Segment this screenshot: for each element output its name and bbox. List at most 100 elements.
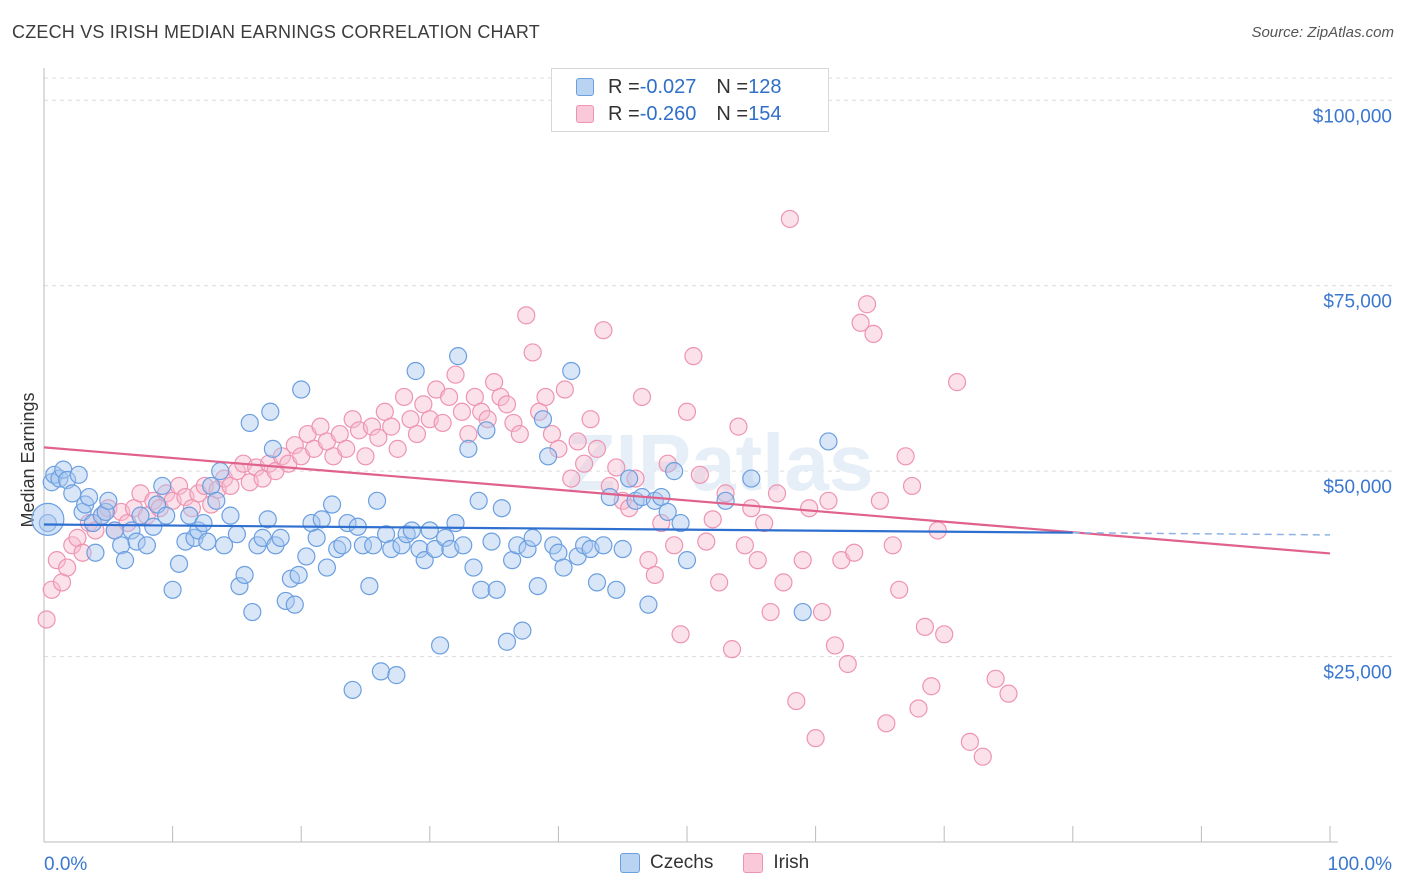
irish-point — [960, 732, 980, 751]
czechs-swatch — [576, 78, 594, 96]
czech-point — [793, 602, 812, 622]
legend-r-value: -0.260 — [639, 102, 697, 125]
czech-point — [221, 506, 240, 525]
irish-point — [37, 610, 56, 629]
czech-point — [446, 513, 465, 533]
irish-point — [729, 417, 748, 436]
czech-point-large — [31, 502, 65, 536]
legend-n-value: 128 — [748, 75, 782, 98]
source-label: Source: ZipAtlas.com — [1251, 24, 1394, 41]
irish-point — [697, 532, 716, 551]
irish-point — [575, 454, 594, 473]
irish-point — [986, 669, 1005, 688]
irish-point — [497, 395, 517, 414]
irish-point — [767, 484, 787, 503]
czech-point — [297, 547, 316, 566]
czech-point — [79, 487, 99, 507]
czech-point — [144, 517, 163, 536]
czech-point — [86, 543, 105, 562]
irish-point — [800, 499, 819, 518]
irish-point — [722, 640, 742, 659]
czech-point — [285, 595, 304, 614]
irish-point — [459, 424, 478, 444]
czech-point — [420, 521, 439, 540]
legend-n-label: N = — [716, 102, 749, 125]
irish-legend-swatch — [743, 853, 764, 873]
irish-point — [439, 387, 459, 407]
czech-point — [742, 469, 761, 488]
irish-point — [47, 551, 66, 570]
czech-point — [492, 499, 511, 518]
czech-point — [194, 513, 213, 533]
series-legend: Czechs Irish — [620, 852, 809, 874]
czech-point — [472, 580, 491, 599]
irish-point — [671, 625, 690, 644]
irish-point — [587, 439, 607, 458]
irish-point — [838, 654, 857, 674]
czechs-legend-swatch — [620, 853, 640, 873]
irish-point — [42, 580, 61, 599]
irish-point — [864, 324, 883, 344]
czech-point — [613, 539, 632, 559]
czech-point — [276, 591, 295, 611]
y-tick-label: $75,000 — [1323, 292, 1392, 313]
czech-point — [127, 532, 146, 551]
legend-irish-label: Irish — [773, 852, 810, 873]
czech-point — [214, 536, 234, 555]
irish-point — [742, 499, 761, 518]
x-tick-label-max: 100.0% — [1328, 854, 1393, 875]
czech-point — [518, 539, 537, 559]
czech-point — [58, 470, 77, 490]
irish-point — [549, 439, 568, 458]
irish-point — [472, 402, 491, 421]
irish-point — [761, 602, 780, 622]
czech-point — [289, 565, 308, 585]
czech-point — [464, 558, 483, 577]
czech-point — [317, 558, 337, 577]
czech-point — [258, 510, 277, 529]
irish-point — [555, 380, 574, 399]
czech-point — [263, 439, 283, 458]
irish-point — [896, 447, 915, 466]
irish-point — [909, 699, 928, 718]
czech-point — [600, 487, 619, 507]
irish-point — [369, 428, 388, 447]
legend-n-value: 154 — [748, 102, 782, 125]
czech-point — [459, 439, 478, 458]
czech-point — [402, 521, 421, 540]
czech-point — [176, 532, 195, 551]
irish-point — [677, 402, 697, 421]
czech-point — [207, 491, 226, 510]
irish-swatch — [576, 105, 594, 123]
czech-point — [333, 536, 352, 555]
irish-point — [902, 476, 922, 496]
irish-point — [343, 410, 362, 429]
irish-point — [581, 410, 600, 429]
irish-point — [446, 365, 465, 384]
irish-point — [337, 439, 356, 458]
czech-point — [307, 528, 326, 547]
irish-point — [877, 714, 896, 733]
watermark: ZIPatlas — [567, 418, 874, 507]
irish-point — [915, 617, 935, 636]
czech-point — [716, 491, 735, 510]
czech-point — [477, 421, 496, 440]
legend-n-label: N = — [716, 75, 749, 98]
irish-point — [58, 558, 77, 577]
irish-point — [690, 465, 709, 484]
czech-trend-extension — [1072, 531, 1331, 536]
czech-point — [99, 491, 118, 510]
x-tick-label-min: 0.0% — [44, 854, 87, 875]
czech-point — [131, 506, 150, 525]
legend-r-value: -0.027 — [639, 75, 697, 98]
czech-point — [425, 539, 445, 559]
irish-point — [845, 543, 864, 562]
irish-point — [285, 436, 304, 455]
czech-point — [211, 462, 230, 481]
czech-point — [360, 576, 379, 596]
czech-point — [112, 536, 131, 555]
irish-point — [755, 513, 774, 533]
irish-trend-line — [43, 446, 1331, 555]
czech-point — [677, 551, 697, 570]
irish-point — [710, 573, 729, 592]
